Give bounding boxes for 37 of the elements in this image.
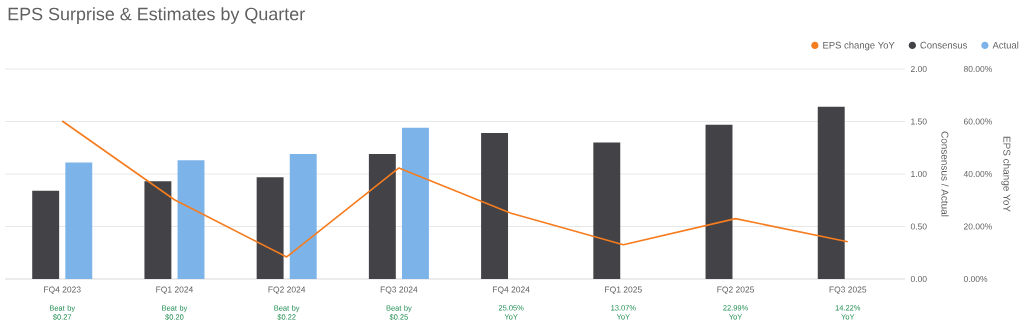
bar [32,190,60,279]
x-tick-label: FQ2 2025 [717,286,755,295]
y-tick-label: 0.50 [910,223,927,230]
x-tick-label: FQ2 2024 [268,286,306,295]
bar [368,154,396,279]
bar [177,160,205,279]
x-tick-label: FQ3 2024 [380,286,418,295]
legend-label: Consensus [920,41,967,49]
y-tick-label: 1.50 [911,118,927,125]
bar [144,181,172,279]
bar [65,162,93,279]
y-tick-label: 2.00 [910,66,927,72]
y2-axis-title: EPS change YoY [1001,136,1011,212]
x-tick-label: FQ4 2023 [44,286,81,295]
chart-title: EPS Surprise & Estimates by Quarter [8,7,305,24]
legend-label: Actual [992,41,1019,49]
y-axis-title: Consensus / Actual [941,131,949,217]
y2-tick-label: 20.00% [963,223,992,230]
x-tick-label: FQ4 2024 [492,286,530,295]
bar [817,106,845,279]
y2-tick-label: 60.00% [963,118,992,125]
x-tick-label: FQ3 2025 [829,286,867,295]
bar [401,127,429,279]
bar [705,124,733,279]
bar [593,142,621,279]
y2-tick-label: 0.00% [963,276,988,282]
x-tick-label: FQ1 2025 [605,286,642,295]
y2-tick-label: 40.00% [963,171,992,177]
legend-label: EPS change YoY [823,41,895,51]
y-tick-label: 0.00 [910,276,927,282]
bar [256,177,284,279]
y-tick-label: 1.00 [911,171,927,177]
line-series [61,120,849,258]
bar [289,154,317,279]
y2-tick-label: 80.00% [963,66,992,72]
bar [481,133,509,279]
x-tick-label: FQ1 2024 [156,286,194,295]
